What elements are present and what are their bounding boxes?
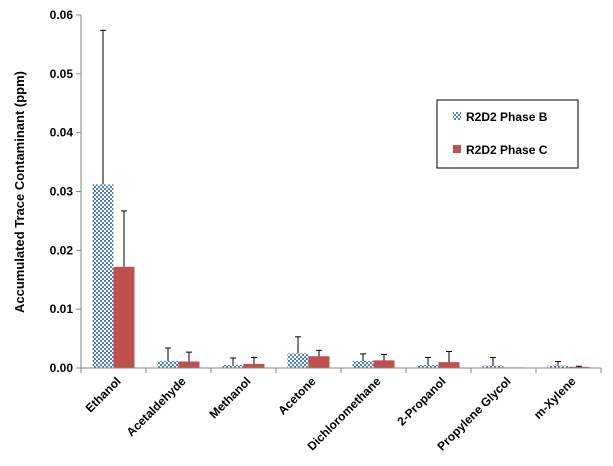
bar-phase-b <box>417 365 439 368</box>
y-tick-label: 0.05 <box>50 67 74 81</box>
bar-phase-b <box>547 365 569 368</box>
bar-phase-c <box>308 356 330 368</box>
y-tick-label: 0.01 <box>50 302 74 316</box>
bar-phase-b <box>157 360 179 368</box>
bar-phase-b <box>482 365 504 368</box>
y-tick-label: 0.02 <box>50 243 74 257</box>
bar-phase-c <box>113 266 135 368</box>
y-axis-ticks: 0.00 0.01 0.02 0.03 0.04 0.05 0.06 <box>50 8 81 375</box>
bar-phase-c <box>373 360 395 368</box>
x-axis-labels: Ethanol Acetaldehyde Methanol AcetoneDichlo… <box>83 374 579 453</box>
axes <box>80 15 602 373</box>
x-tick-label: Acetaldehyde <box>124 374 189 439</box>
bar-phase-b <box>352 360 374 368</box>
bar-phase-c <box>178 361 200 368</box>
y-tick-label: 0.06 <box>50 8 74 22</box>
legend-box <box>436 99 579 169</box>
legend-label-phase-b: R2D2 Phase B <box>466 110 548 124</box>
bar-phase-b <box>287 353 309 368</box>
legend-swatch-phase-b <box>453 112 461 120</box>
bar-phase-c <box>438 362 460 368</box>
x-tick-label: m-Xylene <box>531 374 579 422</box>
legend-swatch-phase-c <box>453 145 461 153</box>
error-bars-group <box>100 29 582 367</box>
bar-phase-b <box>222 365 244 368</box>
bar-phase-c <box>243 363 265 368</box>
legend: R2D2 Phase B R2D2 Phase C <box>436 99 579 169</box>
legend-label-phase-c: R2D2 Phase C <box>466 143 548 157</box>
x-tick-label: 2-Propanol <box>394 374 448 428</box>
y-tick-label: 0.00 <box>50 361 74 375</box>
bar-phase-b <box>92 184 114 368</box>
bar-phase-c <box>568 366 590 368</box>
y-tick-label: 0.04 <box>50 126 74 140</box>
x-tick-label: Methanol <box>206 374 253 421</box>
y-tick-label: 0.03 <box>50 185 74 199</box>
y-axis-title: Accumulated Trace Contaminant (ppm) <box>12 71 27 313</box>
x-tick-label: Acetone <box>275 374 319 418</box>
bars-group <box>92 184 590 368</box>
x-tick-label: Ethanol <box>83 374 124 415</box>
